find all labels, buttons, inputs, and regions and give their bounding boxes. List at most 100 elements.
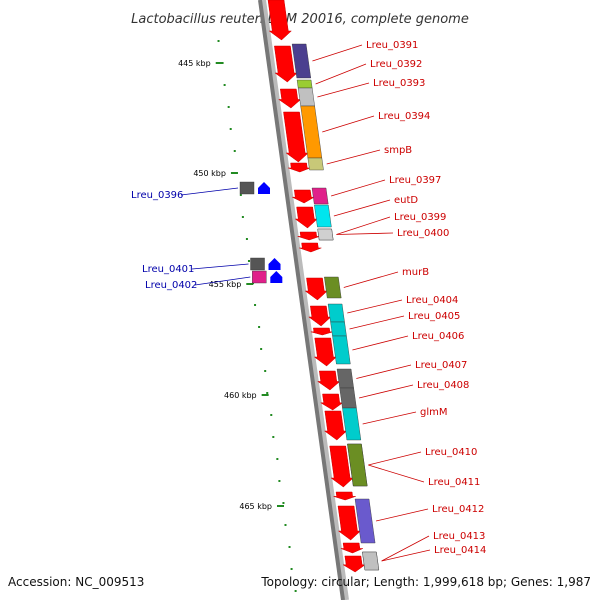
gene-label-Lreu_0400: Lreu_0400 [397,228,449,239]
cds-arrow [299,242,322,253]
leader-line [194,276,251,286]
leader-line [349,315,405,330]
leader-line [356,364,412,379]
gene-label-Lreu_0394: Lreu_0394 [378,111,430,122]
cds-arrow [304,277,328,301]
tick-mark [261,394,269,396]
gene-block-Lreu_0407 [336,368,354,389]
gene-label-Lreu_0391: Lreu_0391 [366,40,418,51]
map-title: Lactobacillus reuteri DSM 20016, complet… [131,12,469,27]
cds-arrow [329,445,354,488]
leader-line [336,232,394,235]
gene-label-murB: murB [402,267,429,278]
leader-line [381,535,430,562]
scale-dot [254,304,257,306]
leader-line [180,187,239,196]
gene-block-glmM [342,407,362,441]
leader-line [315,63,367,85]
scale-dot [284,524,287,526]
gene-label-Lreu_0402: Lreu_0402 [145,280,197,291]
gene-block-Lreu_0405 [330,321,347,337]
gene-label-Lreu_0413: Lreu_0413 [433,531,485,542]
gene-label-Lreu_0407: Lreu_0407 [415,360,467,371]
cds-arrow [340,542,363,554]
cds-arrow [292,189,316,204]
cds-arrow [277,88,302,109]
leader-line [191,263,249,270]
gene-label-glmM: glmM [420,407,448,418]
gene-label-Lreu_0392: Lreu_0392 [370,59,422,70]
leader-line [368,451,422,466]
gene-block-Lreu_0393 [297,87,315,107]
gene-label-Lreu_0401: Lreu_0401 [142,264,194,275]
gene-block-Lreu_0402 [252,270,267,284]
scale-dot [266,392,269,394]
tick-label: 460 kbp [224,391,257,400]
gene-block-Lreu_0391 [291,43,312,79]
leader-line [317,82,370,98]
gene-label-Lreu_0408: Lreu_0408 [417,380,469,391]
backbone-shadow [260,0,349,600]
cds-track [267,0,366,573]
scale-ticks: 445 kbp 450 kbp 455 kbp 460 kbp 465 kbp [178,59,284,511]
scale-dot [258,326,261,328]
tick-mark [230,172,238,174]
gene-label-eutD: eutD [394,195,418,206]
leader-line [343,271,399,288]
scale-dot [217,40,220,42]
tick-label: 465 kbp [239,502,272,511]
scale-dot [245,238,248,240]
scale-dot [294,590,297,592]
leader-line [368,464,425,483]
leader-line [347,299,403,314]
scale-dot [260,348,263,350]
cds-arrow [294,206,318,229]
gene-blocks-right [291,43,380,571]
cds-arrow [297,231,320,241]
cds-arrow [319,393,344,411]
gene-blocks-left [239,181,283,284]
scale-dot [278,480,281,482]
cds-arrow [316,370,341,391]
scale-dot [264,370,267,372]
scale-dot [241,216,244,218]
gene-block-Lreu_0404 [327,303,345,323]
tick-label: 450 kbp [193,169,226,178]
accession-text: Accession: NC_009513 [8,575,144,589]
leader-line [358,384,414,399]
gene-label-Lreu_0393: Lreu_0393 [373,78,425,89]
leader-line [333,199,391,217]
scale-dot [290,568,293,570]
tick-mark [246,283,254,285]
gene-label-Lreu_0414: Lreu_0414 [434,545,486,556]
gene-block-Lreu_0396 [239,181,255,195]
scale-dot [247,260,250,262]
leader-line [322,115,375,133]
scale-dot [288,546,291,548]
gene-label-Lreu_0396: Lreu_0396 [131,190,183,201]
gene-label-Lreu_0411: Lreu_0411 [428,477,480,488]
tick-label: 455 kbp [209,280,242,289]
tick-label: 445 kbp [178,59,211,68]
leader-line [326,149,381,165]
cds-arrow [274,45,298,83]
reverse-arrow [270,271,283,283]
leader-line [381,549,431,562]
gene-block-Lreu_0414 [362,551,380,571]
scale-dot [272,436,275,438]
leader-line [330,179,386,197]
gene-block-Lreu_0412 [354,498,376,544]
gene-label-Lreu_0405: Lreu_0405 [408,311,460,322]
leader-line [312,44,363,62]
scale-dot [233,150,236,152]
cds-arrow [288,162,311,173]
leader-line [362,411,417,425]
cds-arrow [323,410,348,441]
gene-block-murB [324,276,342,299]
leader-line [336,216,391,235]
scale-dot [276,458,279,460]
cds-arrow [267,0,292,41]
scale-dot [223,84,226,86]
cds-arrow [342,555,366,573]
